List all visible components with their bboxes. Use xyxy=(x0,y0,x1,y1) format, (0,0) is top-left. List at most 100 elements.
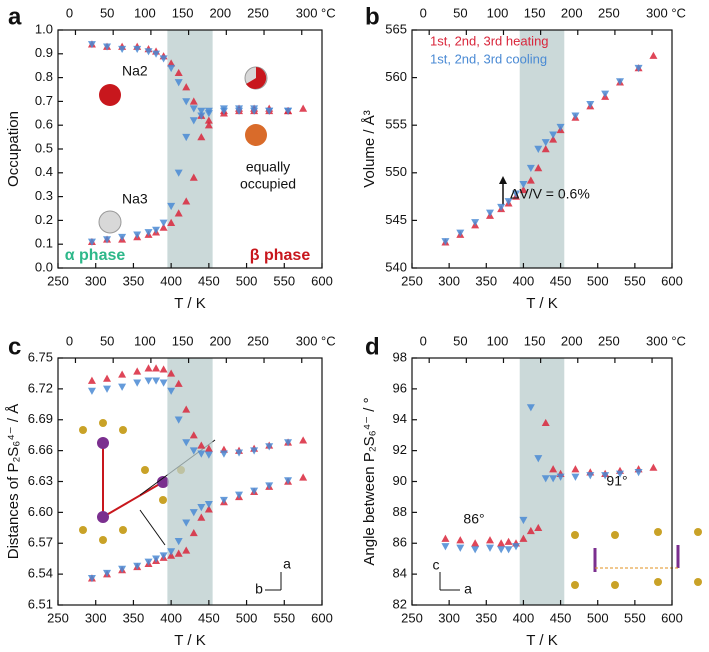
data-point xyxy=(197,107,206,115)
x2-tick-label: 150 xyxy=(172,5,194,20)
data-point xyxy=(497,546,506,554)
data-point xyxy=(204,110,213,118)
data-point xyxy=(235,107,244,115)
data-point xyxy=(541,139,550,147)
y-tick-label: 6.51 xyxy=(28,596,53,611)
annotation: β phase xyxy=(250,247,311,264)
data-point xyxy=(549,131,558,139)
data-point xyxy=(549,135,558,143)
data-point xyxy=(152,364,161,372)
y-tick-label: 1.0 xyxy=(35,21,53,36)
x-axis-label: T / K xyxy=(526,632,557,649)
data-point xyxy=(219,496,228,505)
data-point xyxy=(204,451,213,459)
x2-tick-label: 50 xyxy=(100,5,114,20)
x-tick-label: 500 xyxy=(236,610,258,625)
data-point xyxy=(189,447,198,455)
x2-tick-label: 100 xyxy=(487,333,509,348)
data-point xyxy=(103,43,112,51)
data-point xyxy=(133,379,142,387)
plot-frame xyxy=(411,29,673,269)
y-tick-label: 0.8 xyxy=(35,69,53,84)
x2-tick-label: 50 xyxy=(100,333,114,348)
data-point xyxy=(556,123,565,132)
data-point xyxy=(144,558,153,566)
y-tick-label: 6.66 xyxy=(28,442,53,457)
data-point xyxy=(189,97,198,105)
x-tick-label: 250 xyxy=(401,610,423,625)
data-point xyxy=(441,534,450,542)
data-point xyxy=(649,51,658,59)
x-tick-label: 450 xyxy=(198,273,220,288)
data-point xyxy=(167,387,176,395)
y-axis-label: Angle between P₂S₆⁴⁻ / ° xyxy=(361,397,378,565)
data-point xyxy=(497,203,506,212)
x-tick-label: 400 xyxy=(513,610,535,625)
data-point xyxy=(197,504,206,512)
y-tick-label: 92 xyxy=(393,442,407,457)
x2-tick-label: 50 xyxy=(453,5,467,20)
data-point xyxy=(541,418,550,427)
data-point xyxy=(250,447,259,455)
sphere-part xyxy=(246,67,267,89)
data-point xyxy=(103,374,112,382)
data-point xyxy=(118,45,127,54)
x-tick-label: 500 xyxy=(587,273,609,288)
y-tick-label: 0.6 xyxy=(35,117,53,132)
data-point xyxy=(456,229,465,237)
data-point xyxy=(204,505,213,513)
data-point xyxy=(571,465,580,473)
y-tick-label: 88 xyxy=(393,504,407,519)
data-point xyxy=(456,544,465,552)
x2-tick-label: 200 xyxy=(209,5,231,20)
data-point xyxy=(534,523,543,532)
data-point xyxy=(118,370,127,378)
y-tick-label: 0.2 xyxy=(35,212,53,227)
x-tick-label: 500 xyxy=(587,610,609,625)
x2-tick-label: 200 xyxy=(209,333,231,348)
data-point xyxy=(265,107,274,115)
y-tick-label: 6.54 xyxy=(28,566,53,581)
data-point xyxy=(519,534,528,542)
x-tick-label: 250 xyxy=(47,610,69,625)
data-point xyxy=(601,90,610,98)
data-point xyxy=(441,543,450,551)
x-tick-label: 550 xyxy=(273,610,295,625)
data-point xyxy=(197,450,206,458)
data-point xyxy=(87,376,96,384)
x2-tick-label: 300 °C xyxy=(646,333,686,348)
x-tick-label: 550 xyxy=(624,273,646,288)
data-point xyxy=(167,202,176,211)
phase-shade xyxy=(167,358,213,605)
s-atoms xyxy=(79,419,185,544)
phase-shade xyxy=(519,358,565,605)
data-point xyxy=(189,105,198,113)
x-tick-label: 400 xyxy=(160,610,182,625)
x2-tick-label: 300 °C xyxy=(296,5,336,20)
data-point xyxy=(174,209,183,217)
y-tick-label: 6.75 xyxy=(28,349,53,364)
annotation: equally xyxy=(246,159,290,175)
y-tick-label: 545 xyxy=(385,212,407,227)
data-point xyxy=(526,404,535,412)
x-tick-label: 600 xyxy=(311,273,333,288)
y-tick-label: 550 xyxy=(385,164,407,179)
data-point xyxy=(235,491,244,499)
x-tick-label: 300 xyxy=(438,610,460,625)
data-point xyxy=(182,197,191,205)
data-point xyxy=(504,546,513,554)
data-point xyxy=(182,133,191,142)
x2-tick-label: 300 °C xyxy=(296,333,336,348)
x-tick-label: 600 xyxy=(661,273,683,288)
x-tick-label: 400 xyxy=(160,273,182,288)
data-point xyxy=(174,537,183,546)
molecule xyxy=(102,443,164,518)
annotation: ΔV/V = 0.6% xyxy=(510,186,590,202)
data-point xyxy=(197,513,206,521)
data-point xyxy=(299,104,308,112)
data-point xyxy=(204,444,213,452)
y-axis-label: Occupation xyxy=(5,111,22,187)
data-point xyxy=(174,549,183,557)
data-point xyxy=(250,107,259,115)
annotation: b xyxy=(255,581,263,597)
